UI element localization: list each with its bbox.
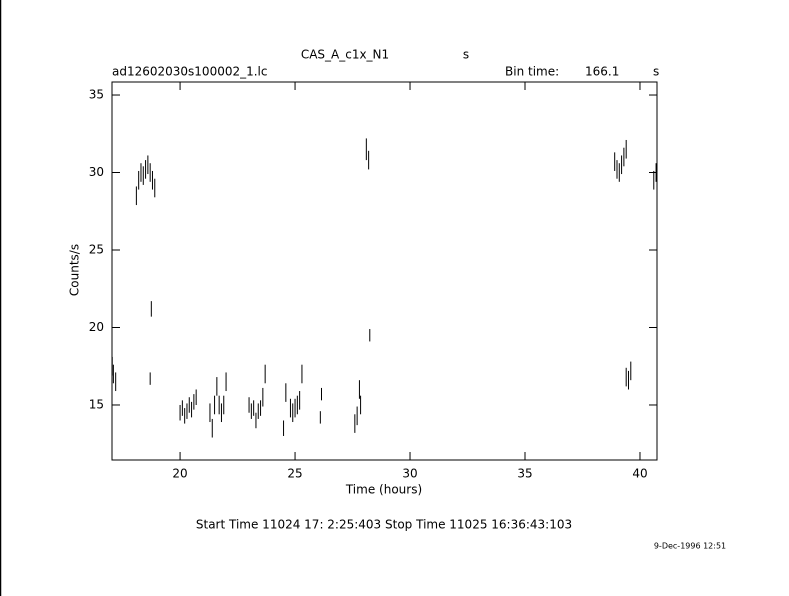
bin-time-unit: s <box>653 65 659 79</box>
y-tick-label: 30 <box>89 165 104 179</box>
y-tick-label: 15 <box>89 397 104 411</box>
y-tick-label: 25 <box>89 243 104 257</box>
x-tick-label: 20 <box>172 467 187 481</box>
x-tick-label: 25 <box>287 467 302 481</box>
chart-title: CAS_A_c1x_N1 <box>301 48 389 62</box>
y-tick-label: 35 <box>89 88 104 102</box>
plot-frame <box>111 81 658 461</box>
x-tick-label: 30 <box>402 467 417 481</box>
file-name: ad12602030s100002_1.lc <box>112 65 268 79</box>
x-tick-label: 40 <box>632 467 647 481</box>
y-axis-label: Counts/s <box>68 244 82 296</box>
bin-time: 166.1 <box>585 65 619 79</box>
y-tick-label: 20 <box>89 320 104 334</box>
date: 9-Dec-1996 12:51 <box>654 542 726 551</box>
bin-time-label: Bin time: <box>505 65 559 79</box>
title-unit: s <box>463 48 469 62</box>
time-range: Start Time 11024 17: 2:25:403 Stop Time … <box>196 518 572 532</box>
x-tick-label: 35 <box>517 467 532 481</box>
x-axis-label: Time (hours) <box>345 483 422 497</box>
